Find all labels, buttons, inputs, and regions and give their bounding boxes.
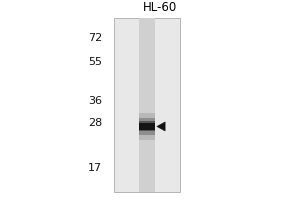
Bar	[139, 121, 155, 131]
Text: 36: 36	[88, 96, 102, 106]
Bar	[139, 18, 155, 192]
Text: HL-60: HL-60	[143, 1, 177, 14]
Bar	[139, 118, 155, 135]
Bar	[139, 123, 155, 130]
Text: 55: 55	[88, 57, 102, 67]
Text: 17: 17	[88, 163, 102, 173]
Bar	[114, 18, 180, 192]
Polygon shape	[157, 122, 165, 131]
Bar	[139, 113, 155, 140]
Text: 72: 72	[88, 33, 102, 43]
Text: 28: 28	[88, 118, 102, 128]
